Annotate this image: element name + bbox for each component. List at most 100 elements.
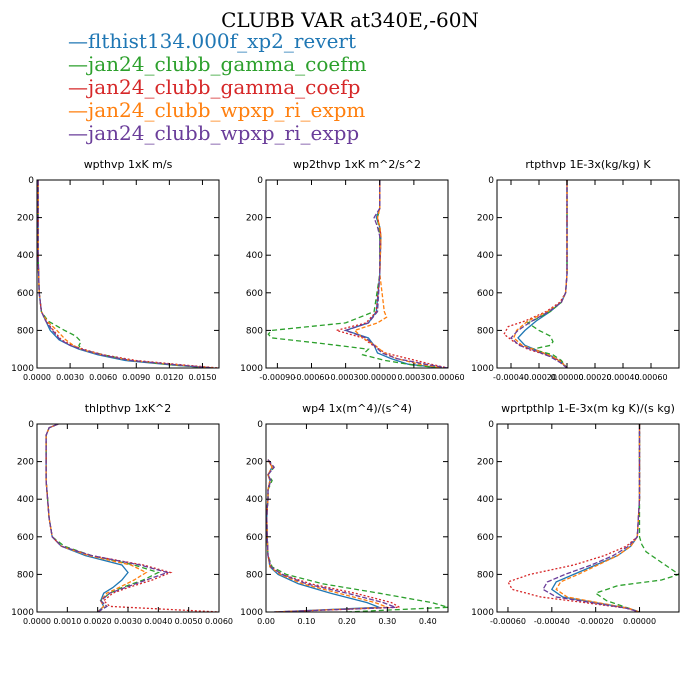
series-line [45, 424, 129, 612]
series-line [45, 424, 219, 612]
x-tick-label: 0.00060 [431, 373, 464, 382]
series-line [526, 180, 568, 368]
legend-label: jan24_clubb_gamma_coefp [88, 75, 361, 99]
y-tick-label: 1000 [11, 364, 34, 374]
series-line [503, 180, 568, 368]
x-tick-label: -0.00030 [328, 373, 364, 382]
x-tick-label: 0.0060 [89, 373, 117, 382]
chart-panel-2: wp2thvp 1xK m^2/s^202004006008001000-0.0… [240, 158, 464, 382]
x-tick-label: 0.00060 [634, 373, 667, 382]
x-tick-label: -0.00040 [493, 373, 529, 382]
y-tick-label: 0 [488, 420, 494, 430]
y-tick-label: 600 [477, 533, 494, 543]
x-tick-label: 0.0020 [84, 617, 112, 626]
y-tick-label: 800 [17, 570, 34, 580]
series-line [267, 180, 443, 368]
x-tick-label: 0.30 [378, 617, 396, 626]
y-tick-label: 400 [17, 251, 34, 261]
y-tick-label: 0 [28, 420, 34, 430]
x-tick-label: -0.00040 [534, 617, 570, 626]
y-tick-label: 600 [246, 533, 263, 543]
y-tick-label: 600 [246, 289, 263, 299]
series-line [266, 459, 448, 612]
x-tick-label: 0.00000 [363, 373, 396, 382]
x-tick-label: 0.0000 [23, 373, 51, 382]
series-line [517, 180, 568, 368]
y-tick-label: 200 [17, 214, 34, 224]
legend-label: jan24_clubb_wpxp_ri_expm [88, 98, 366, 122]
x-tick-label: -0.00060 [294, 373, 330, 382]
x-tick-label: 0.0000 [23, 617, 51, 626]
legend: —flthist134.000f_xp2_revert —jan24_clubb… [68, 30, 367, 145]
x-tick-label: 0.0050 [175, 617, 203, 626]
series-line [266, 459, 396, 612]
series-line [37, 180, 214, 368]
x-tick-label: 0.00030 [397, 373, 430, 382]
x-tick-label: 0.0030 [56, 373, 84, 382]
figure-title: CLUBB VAR at340E,-60N [221, 8, 479, 32]
legend-entry: —jan24_clubb_wpxp_ri_expm [68, 99, 367, 122]
x-tick-label: 0.40 [419, 617, 437, 626]
y-tick-label: 200 [477, 214, 494, 224]
x-tick-label: 0.00000 [623, 617, 656, 626]
series-line [45, 424, 170, 612]
series-line [507, 424, 641, 612]
x-tick-label: -0.00020 [521, 373, 557, 382]
legend-label: jan24_clubb_wpxp_ri_expp [88, 121, 360, 145]
y-tick-label: 200 [246, 214, 263, 224]
y-tick-label: 400 [246, 495, 263, 505]
panel-frame [496, 423, 680, 613]
x-tick-label: 0.00040 [606, 373, 639, 382]
x-tick-label: 0.00 [257, 617, 275, 626]
y-tick-label: 800 [477, 326, 494, 336]
y-tick-label: 0 [488, 176, 494, 186]
y-tick-label: 400 [17, 495, 34, 505]
panel-title: rtpthvp 1E-3x(kg/kg) K [525, 158, 651, 171]
y-tick-label: 800 [246, 570, 263, 580]
legend-entry: —flthist134.000f_xp2_revert [68, 30, 367, 53]
panel-frame [265, 179, 449, 369]
panel-frame [36, 423, 220, 613]
y-tick-label: 200 [477, 458, 494, 468]
series-line [37, 180, 214, 368]
panel-frame [36, 179, 220, 369]
series-line [334, 180, 448, 368]
x-tick-label: 0.0120 [155, 373, 183, 382]
y-tick-label: 800 [246, 326, 263, 336]
y-tick-label: 0 [28, 176, 34, 186]
series-line [594, 424, 679, 612]
panel-frame [496, 179, 680, 369]
panel-title: wp2thvp 1xK m^2/s^2 [293, 158, 421, 171]
series-line [266, 459, 388, 612]
y-tick-label: 0 [257, 420, 263, 430]
y-tick-label: 600 [17, 533, 34, 543]
series-line [37, 180, 214, 368]
x-tick-label: 0.10 [298, 617, 316, 626]
x-tick-label: 0.0010 [53, 617, 81, 626]
legend-entry: —jan24_clubb_wpxp_ri_expp [68, 122, 367, 145]
panel-title: wpthvp 1xK m/s [84, 158, 173, 171]
panel-title: wp4 1x(m^4)/(s^4) [302, 402, 412, 415]
series-line [45, 424, 148, 612]
y-tick-label: 1000 [240, 608, 263, 618]
panel-title: thlpthvp 1xK^2 [85, 402, 172, 415]
series-line [343, 180, 448, 368]
x-tick-label: 0.20 [338, 617, 356, 626]
legend-label: flthist134.000f_xp2_revert [88, 29, 356, 53]
y-tick-label: 400 [477, 495, 494, 505]
x-tick-label: -0.00090 [259, 373, 295, 382]
series-line [513, 180, 568, 368]
y-tick-label: 600 [17, 289, 34, 299]
y-tick-label: 200 [17, 458, 34, 468]
series-line [555, 424, 641, 612]
legend-label: jan24_clubb_gamma_coefm [88, 52, 367, 76]
series-line [550, 424, 641, 612]
series-line [266, 459, 402, 612]
x-tick-label: 0.0090 [122, 373, 150, 382]
y-tick-label: 400 [477, 251, 494, 261]
chart-panel-3: rtpthvp 1E-3x(kg/kg) K02004006008001000-… [471, 158, 680, 382]
x-tick-label: 0.0040 [144, 617, 172, 626]
series-line [343, 180, 443, 368]
